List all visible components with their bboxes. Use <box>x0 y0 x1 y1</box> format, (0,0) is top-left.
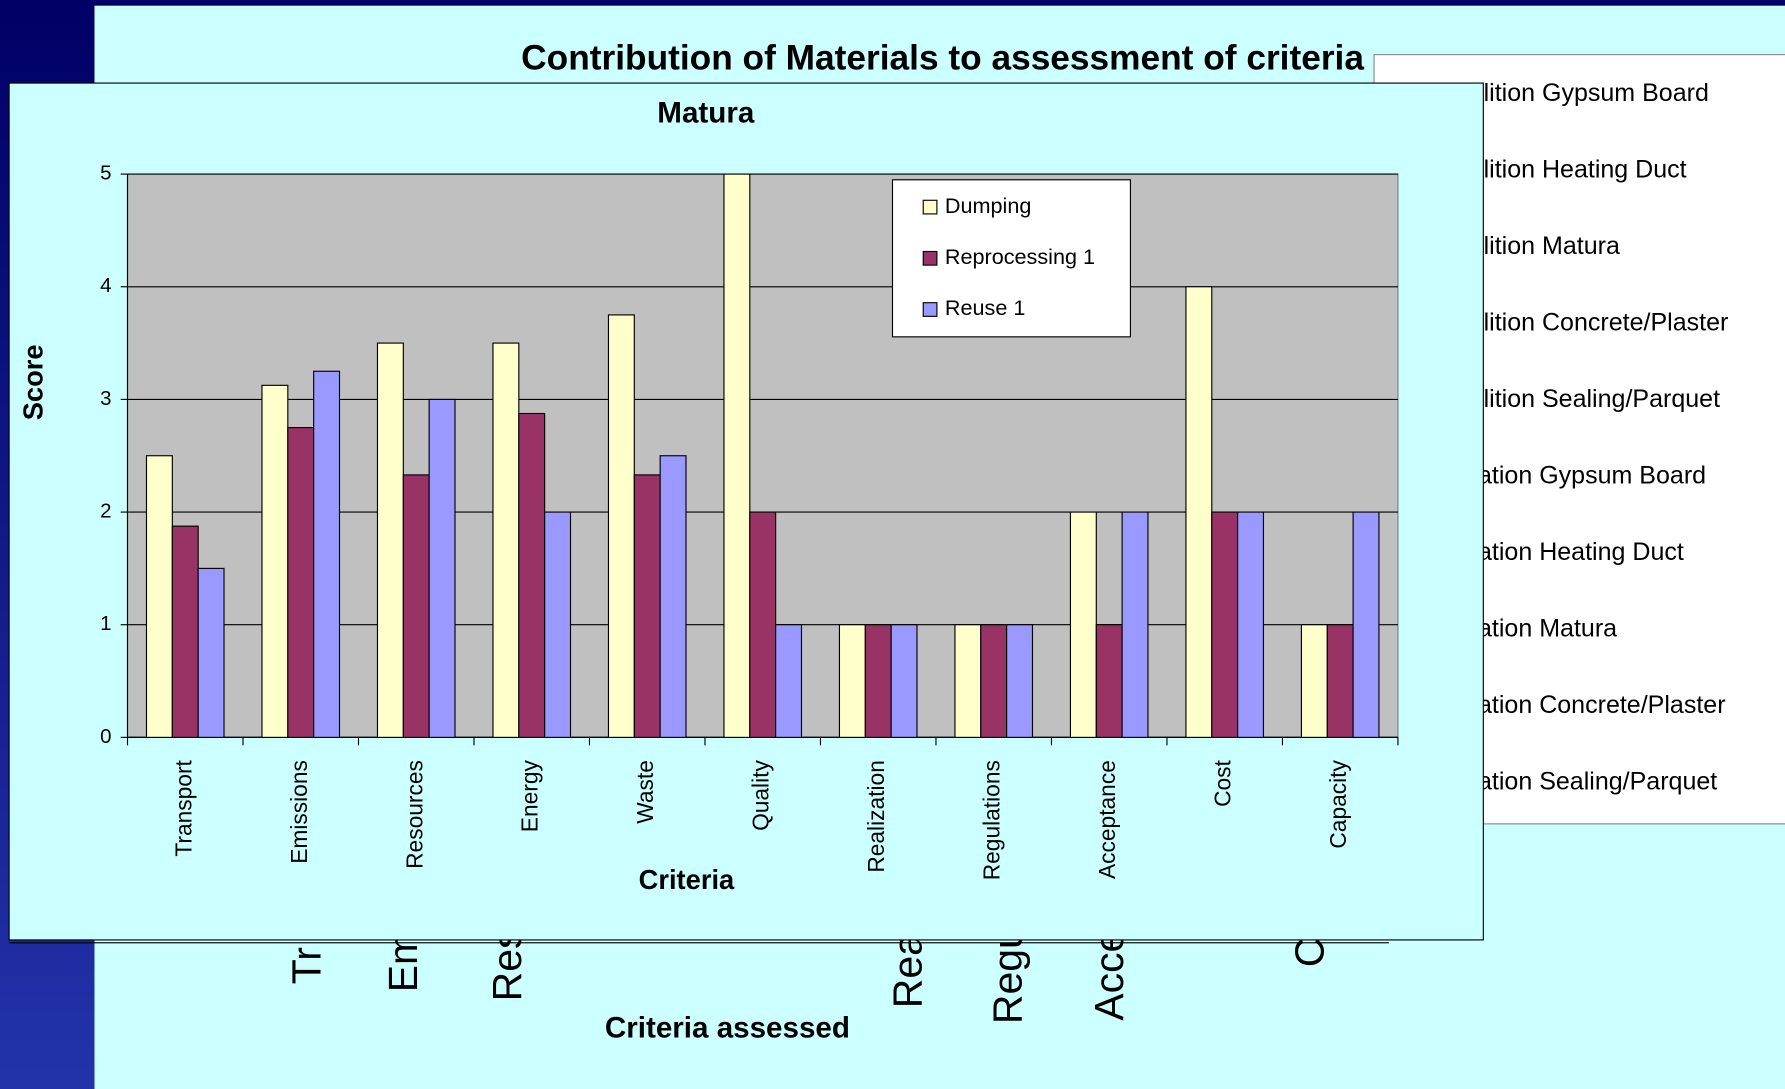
x-axis-label: Criteria <box>639 864 735 895</box>
background-legend-entry: ration Sealing/Parquet <box>1470 767 1718 795</box>
background-category-label: Acce <box>1086 930 1132 1021</box>
y-tick-label: 3 <box>100 387 111 410</box>
background-category-label: Tr <box>283 947 329 984</box>
bar <box>659 455 687 738</box>
x-tick-label: Realization <box>863 760 889 873</box>
x-tick-label: Cost <box>1210 759 1236 806</box>
bar <box>313 370 341 738</box>
bar <box>544 511 572 738</box>
background-category-label: C <box>1286 938 1332 968</box>
bar <box>1237 511 1265 738</box>
background-legend-entry: ration Matura <box>1470 614 1617 642</box>
bar <box>1352 511 1380 738</box>
bar <box>1069 511 1097 738</box>
bar <box>1121 511 1149 738</box>
bar <box>287 427 315 738</box>
background-category-label: Rea <box>885 933 931 1008</box>
background-legend-entry: olition Heating Duct <box>1470 156 1687 184</box>
background-chart: Contribution of Materials to assessment … <box>283 39 1364 1045</box>
background-legend-entry: olition Concrete/Plaster <box>1470 308 1729 336</box>
bar <box>954 624 982 738</box>
background-legend-entry: ration Gypsum Board <box>1470 461 1706 489</box>
bar <box>145 455 173 738</box>
bar <box>723 173 751 738</box>
background-legend-entry: olition Sealing/Parquet <box>1470 385 1720 413</box>
x-tick-label: Quality <box>748 760 774 831</box>
legend-label: Reuse 1 <box>945 295 1026 320</box>
y-tick-label: 0 <box>100 725 111 748</box>
x-tick-label: Capacity <box>1325 760 1351 849</box>
x-tick-label: Emissions <box>286 760 312 864</box>
bar <box>376 342 404 738</box>
background-chart-edge <box>9 942 1389 944</box>
background-category-label: Res <box>484 929 530 1002</box>
bar <box>428 398 456 738</box>
background-legend-entry: ration Concrete/Plaster <box>1470 691 1726 719</box>
legend-swatch <box>922 302 938 317</box>
bar <box>1211 511 1239 738</box>
background-category-label: Em <box>380 931 426 992</box>
bar <box>492 342 520 738</box>
bar <box>1326 624 1354 738</box>
x-tick-label: Waste <box>632 760 658 824</box>
background-legend-entry: olition Gypsum Board <box>1470 79 1709 107</box>
x-tick-label: Resources <box>401 760 427 869</box>
legend-swatch <box>922 250 938 266</box>
y-tick-label: 4 <box>100 274 111 297</box>
bar <box>890 624 918 738</box>
bar <box>980 624 1008 738</box>
x-tick-label: Energy <box>517 760 543 833</box>
bar <box>1095 624 1123 738</box>
bar <box>749 511 777 738</box>
bar <box>864 624 892 738</box>
background-x-label: Criteria assessed <box>605 1012 850 1045</box>
y-tick-label: 2 <box>100 499 111 522</box>
bar <box>261 384 289 738</box>
bar <box>197 567 225 738</box>
x-tick-label: Transport <box>170 759 196 856</box>
bar <box>633 474 661 738</box>
bar <box>838 624 866 738</box>
bar <box>607 314 635 738</box>
bar <box>518 412 546 738</box>
y-tick-label: 1 <box>100 612 111 635</box>
legend-label: Reprocessing 1 <box>945 244 1095 269</box>
y-axis-label: Score <box>18 344 49 420</box>
bar <box>775 624 803 738</box>
bar <box>171 525 199 738</box>
chart-title: Matura <box>657 97 755 130</box>
x-tick-label: Regulations <box>979 760 1005 880</box>
legend-swatch <box>922 199 938 215</box>
legend-label: Dumping <box>945 193 1032 218</box>
bar <box>402 474 430 738</box>
background-category-label: Regu <box>985 926 1031 1024</box>
bar <box>1185 286 1213 738</box>
background-legend-entry: olition Matura <box>1470 232 1620 260</box>
background-legend-entry: ration Heating Duct <box>1470 538 1684 566</box>
bar <box>1006 624 1034 738</box>
front-chart: Matura Criteria Score 0 1 2 3 4 5 Transport Emi… <box>8 82 1484 941</box>
x-tick-label: Acceptance <box>1094 760 1120 879</box>
bar <box>1300 624 1328 738</box>
y-tick-label: 5 <box>100 162 111 185</box>
background-title: Contribution of Materials to assessment … <box>521 39 1364 78</box>
